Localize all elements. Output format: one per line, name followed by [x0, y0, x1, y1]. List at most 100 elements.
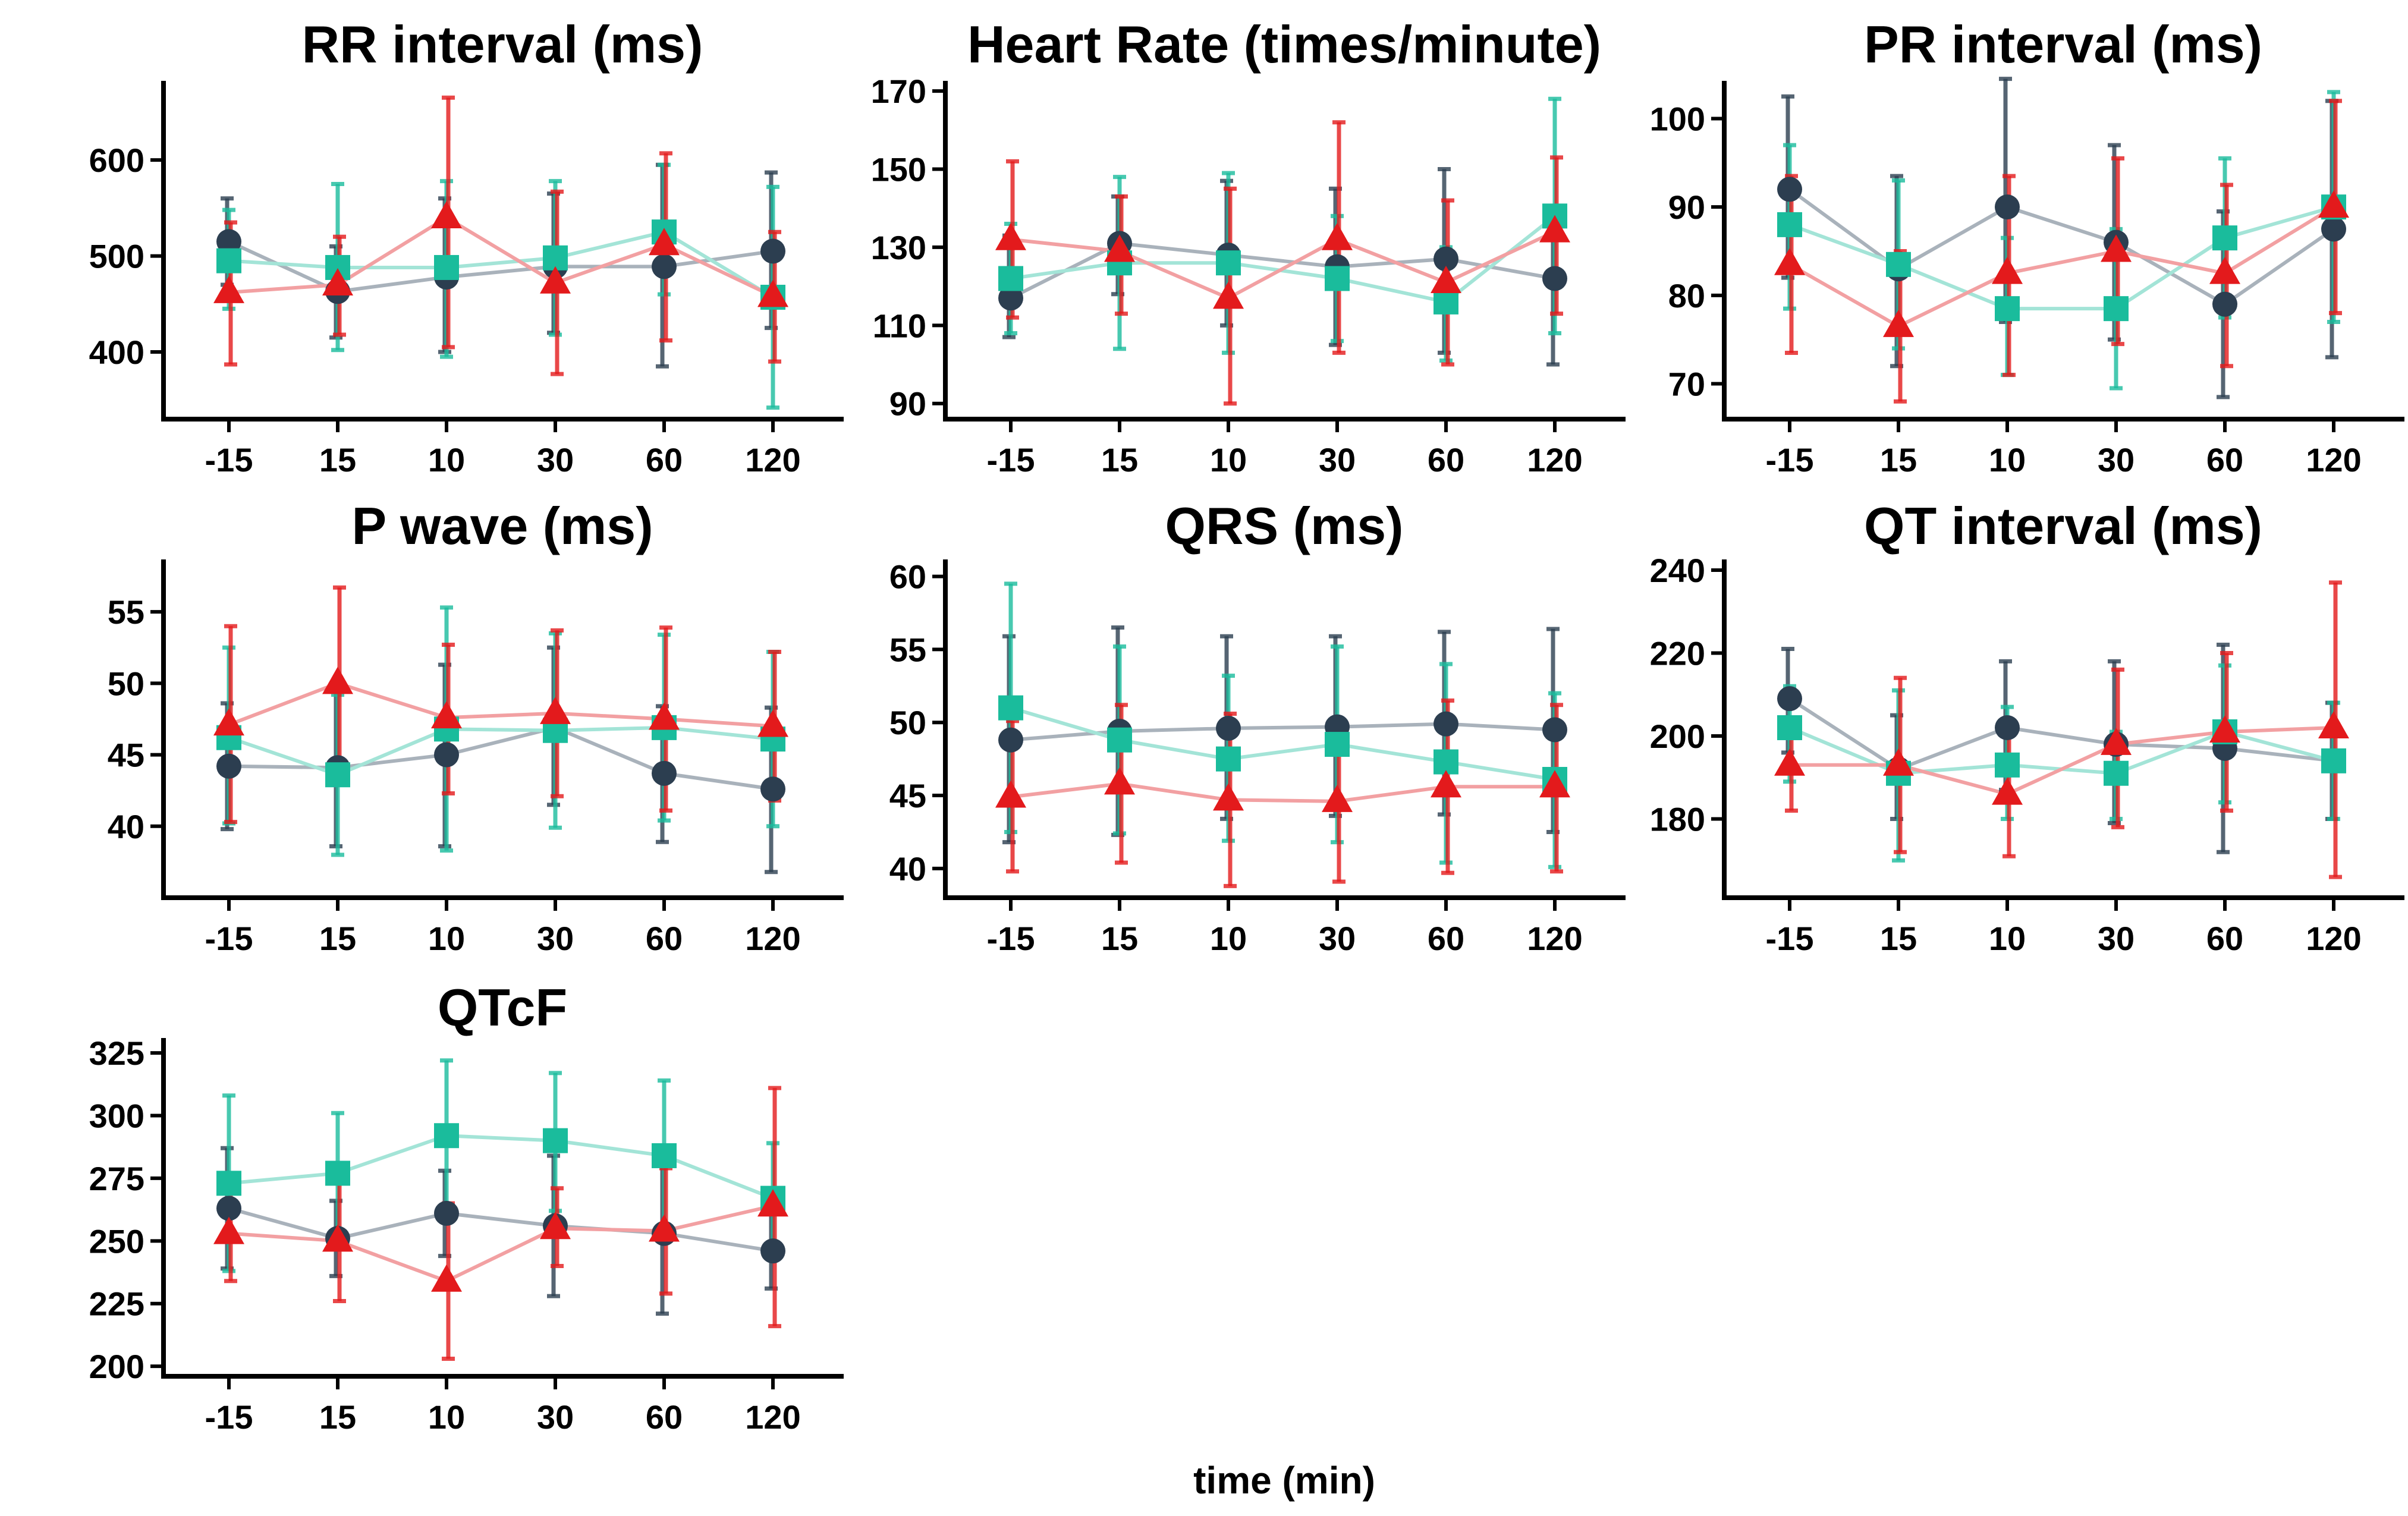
axis-lines [1722, 81, 2404, 422]
series-3-line [228, 215, 774, 298]
series-2-line [228, 230, 774, 299]
x-tick-label: -15 [1766, 920, 1814, 957]
series-3-point [322, 1224, 353, 1252]
x-tick-label: 10 [428, 920, 465, 957]
series-2-point [1995, 752, 2020, 778]
series-3-point [1992, 777, 2023, 805]
chart-panel-3: PR interval (ms) 70 80 90 100 -15 15 10 30 60 120 [1650, 15, 2404, 479]
series-3-point [213, 708, 244, 736]
x-tick-label: 30 [1319, 920, 1356, 957]
series-2-point [2104, 760, 2129, 786]
series-1-point [2321, 216, 2346, 242]
y-tick-label: 275 [89, 1160, 144, 1197]
x-tick-label: 15 [1101, 920, 1138, 957]
series-2-point [1107, 727, 1132, 753]
series-2-point [543, 1128, 568, 1153]
series-3-point [1431, 770, 1461, 798]
series-2-point [1777, 212, 1802, 237]
series-3-point [995, 222, 1026, 250]
series-2-point [2104, 296, 2129, 322]
y-tick-label: 130 [871, 229, 926, 266]
x-tick-label: 15 [1101, 441, 1138, 479]
series-3-point [1104, 767, 1135, 795]
y-tick-label: 100 [1650, 100, 1705, 137]
series-3-point [540, 696, 571, 724]
x-tick-label: 60 [646, 920, 683, 957]
chart-title: QRS (ms) [1165, 496, 1404, 555]
series-2-line [1010, 706, 1555, 781]
y-tick-label: 325 [89, 1034, 144, 1072]
series-3-point [1774, 247, 1805, 275]
x-tick-label: 60 [2206, 441, 2243, 479]
y-tick-label: 70 [1668, 366, 1705, 403]
x-tick-label: 60 [2206, 920, 2243, 957]
series-2-point [1325, 266, 1350, 291]
x-tick-label: -15 [987, 920, 1035, 957]
y-tick-label: 40 [108, 808, 144, 845]
x-tick-label: 30 [2098, 920, 2134, 957]
series-1-point [652, 254, 677, 279]
series-3-point [1883, 748, 1914, 776]
y-tick-label: 300 [89, 1097, 144, 1134]
x-tick-label: 120 [745, 1398, 800, 1436]
y-tick-label: 600 [89, 141, 144, 179]
y-tick-label: 500 [89, 238, 144, 275]
x-tick-label: 15 [319, 1398, 356, 1436]
x-tick-label: 30 [1319, 441, 1356, 479]
series-3-point [757, 1189, 788, 1217]
series-1-point [1216, 716, 1241, 741]
series-3-point [757, 279, 788, 307]
series-3-line [1010, 229, 1556, 300]
axis-lines [943, 81, 1626, 422]
x-tick-label: 60 [646, 441, 683, 479]
series-2-point [325, 762, 350, 788]
series-3-point [2101, 727, 2132, 755]
series-3-point [1539, 215, 1570, 243]
x-tick-label: 60 [1428, 441, 1464, 479]
global-x-axis-label: time (min) [1193, 1459, 1375, 1502]
chart-panel-4: P wave (ms) 40 45 50 55 -15 15 10 30 60 120 [108, 496, 844, 957]
y-tick-label: 80 [1668, 277, 1705, 314]
series-3-point [213, 1216, 244, 1244]
series-3-point [649, 228, 680, 256]
series-3-point [322, 666, 353, 694]
chart-title: RR interval (ms) [302, 15, 703, 74]
series-3-point [1883, 309, 1914, 337]
x-tick-label: 60 [646, 1398, 683, 1436]
x-tick-label: 15 [1880, 920, 1917, 957]
x-tick-label: 30 [537, 1398, 574, 1436]
series-1-line [1788, 187, 2335, 307]
chart-title: PR interval (ms) [1864, 15, 2262, 74]
series-2-point [1216, 250, 1241, 276]
chart-panel-6: QT interval (ms) 180 200 220 240 -15 15 10 30 60 1… [1650, 496, 2404, 957]
series-1-point [760, 776, 785, 802]
y-tick-label: 60 [889, 558, 926, 596]
series-2-line [228, 725, 774, 777]
series-2-line [1788, 205, 2334, 311]
series-2-line [228, 1134, 774, 1200]
series-3-point [1322, 222, 1353, 250]
series-2-point [1777, 715, 1802, 741]
series-3-point [2209, 715, 2240, 743]
series-3-line [228, 1204, 774, 1284]
x-tick-label: 120 [2306, 920, 2361, 957]
series-1-point [1995, 194, 2020, 220]
series-3-point [2318, 190, 2349, 218]
series-2-point [1325, 732, 1350, 757]
x-tick-label: 120 [745, 441, 800, 479]
y-tick-label: 40 [889, 850, 926, 888]
y-tick-label: 200 [1650, 718, 1705, 755]
series-3-point [757, 709, 788, 737]
series-2-point [998, 266, 1023, 291]
x-tick-label: 10 [1989, 441, 2026, 479]
chart-title: Heart Rate (times/minute) [967, 15, 1601, 74]
series-1-point [1434, 711, 1458, 737]
series-3-point [649, 702, 680, 730]
series-1-point [1542, 266, 1567, 291]
series-2-point [1995, 296, 2020, 322]
chart-panel-5: QRS (ms) 40 45 50 55 60 -15 15 10 30 60 120 [889, 496, 1626, 957]
series-1-line [1788, 697, 2334, 772]
series-1-point [216, 229, 241, 254]
series-1-point [1434, 246, 1458, 272]
y-tick-label: 90 [889, 385, 926, 423]
